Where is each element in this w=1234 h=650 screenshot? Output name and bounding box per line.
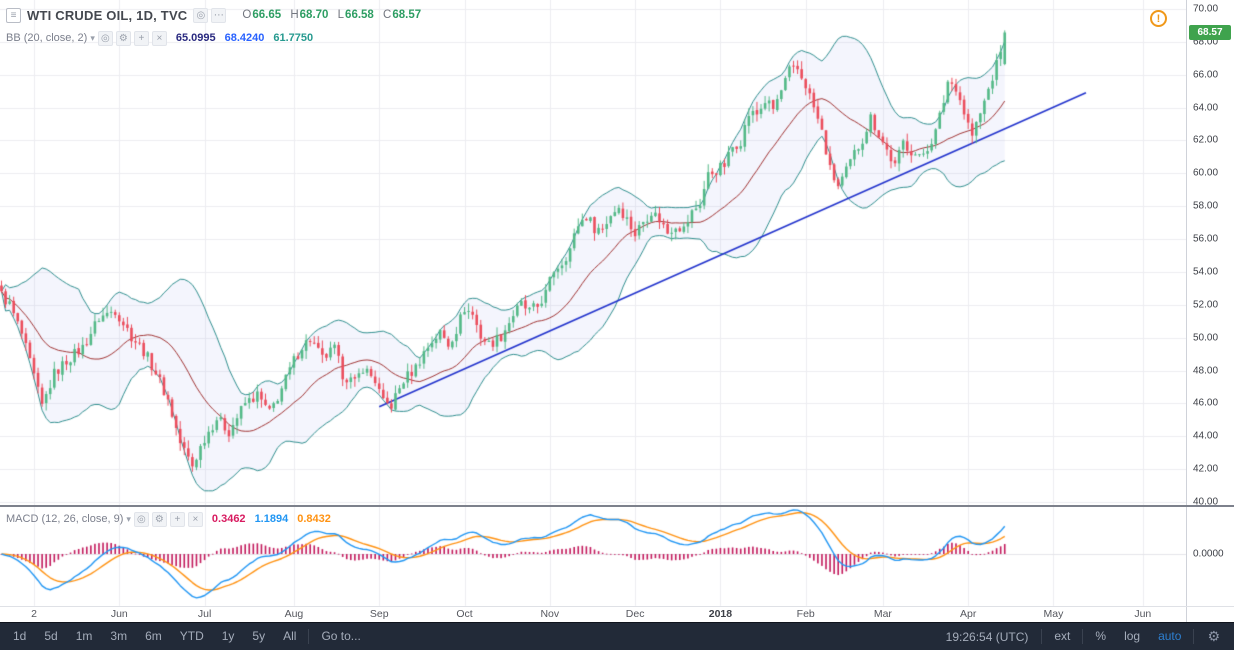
eye-icon[interactable]: ◎ bbox=[97, 30, 113, 46]
open-value: 66.65 bbox=[252, 9, 282, 21]
price-tick: 40.00 bbox=[1193, 496, 1219, 508]
time-tick: Aug bbox=[284, 608, 304, 620]
price-tick: 48.00 bbox=[1193, 365, 1219, 377]
price-tick: 46.00 bbox=[1193, 397, 1219, 409]
plus-icon[interactable]: + bbox=[133, 30, 149, 46]
plus-icon[interactable]: + bbox=[169, 511, 185, 527]
price-tick: 62.00 bbox=[1193, 134, 1219, 146]
macd-hist-value: 0.3462 bbox=[211, 513, 246, 525]
time-tick: Jun bbox=[1134, 608, 1152, 620]
time-tick: Sep bbox=[369, 608, 389, 620]
price-tick: 56.00 bbox=[1193, 233, 1219, 245]
range-button-ytd[interactable]: YTD bbox=[179, 629, 204, 643]
time-tick: Oct bbox=[456, 608, 473, 620]
time-tick: Feb bbox=[796, 608, 815, 620]
time-tick: Jun bbox=[110, 608, 128, 620]
more-options-icon[interactable]: ⋯ bbox=[211, 7, 227, 23]
range-button-1d[interactable]: 1d bbox=[13, 629, 27, 643]
range-button-6m[interactable]: 6m bbox=[145, 629, 162, 643]
toolbar-separator bbox=[1041, 629, 1043, 644]
pane-divider[interactable] bbox=[0, 505, 1234, 507]
time-tick: 2018 bbox=[708, 608, 733, 620]
symbol-header: ≡ WTI CRUDE OIL, 1D, TVC ◎ ⋯ O66.65 H68.… bbox=[6, 5, 421, 46]
price-tick: 42.00 bbox=[1193, 463, 1219, 475]
bb-basis-value: 65.0995 bbox=[175, 32, 216, 44]
price-tick: 68.00 bbox=[1193, 36, 1219, 48]
eye-icon[interactable]: ◎ bbox=[193, 7, 209, 23]
time-axis[interactable]: 2 Jun Jul Aug Sep Oct Nov Dec 2018 Feb Mar Apr May Ju… bbox=[0, 607, 1186, 622]
macd-line-value: 1.1894 bbox=[254, 513, 289, 525]
price-tick: 44.00 bbox=[1193, 430, 1219, 442]
clock[interactable]: 19:26:54 (UTC) bbox=[945, 629, 1029, 644]
macd-zero-tick: 0.0000 bbox=[1193, 548, 1224, 560]
percent-button[interactable]: % bbox=[1095, 629, 1107, 643]
axis-divider bbox=[0, 606, 1234, 607]
high-label: H bbox=[290, 9, 299, 21]
close-label: C bbox=[383, 9, 392, 21]
goto-button[interactable]: Go to... bbox=[321, 629, 361, 643]
range-buttons: 1d 5d 1m 3m 6m YTD 1y 5y All bbox=[4, 623, 305, 650]
low-label: L bbox=[337, 9, 345, 21]
bottom-toolbar: 1d 5d 1m 3m 6m YTD 1y 5y All Go to... 19:26:54 (… bbox=[0, 622, 1234, 650]
auto-button[interactable]: auto bbox=[1158, 629, 1182, 643]
symbol-title[interactable]: WTI CRUDE OIL, 1D, TVC bbox=[27, 7, 188, 23]
gear-icon[interactable]: ⚙ bbox=[115, 30, 131, 46]
high-value: 68.70 bbox=[299, 9, 329, 21]
ext-button[interactable]: ext bbox=[1054, 629, 1071, 643]
price-tick: 66.00 bbox=[1193, 69, 1219, 81]
ohlc-values: O66.65 H68.70 L66.58 C68.57 bbox=[236, 9, 421, 21]
log-button[interactable]: log bbox=[1124, 629, 1141, 643]
close-icon[interactable]: × bbox=[151, 30, 167, 46]
range-button-1m[interactable]: 1m bbox=[75, 629, 93, 643]
time-tick: Mar bbox=[873, 608, 892, 620]
gear-icon[interactable]: ⚙ bbox=[1207, 628, 1220, 644]
macd-header: MACD (12, 26, close, 9) ▾ ◎ ⚙ + × 0.3462… bbox=[6, 511, 331, 527]
toolbar-right: 19:26:54 (UTC) ext % log auto ⚙ bbox=[936, 623, 1230, 650]
chevron-down-icon[interactable]: ▾ bbox=[90, 32, 95, 43]
close-value: 68.57 bbox=[392, 9, 422, 21]
low-value: 66.58 bbox=[345, 9, 374, 21]
time-tick: 2 bbox=[31, 608, 37, 620]
toolbar-separator bbox=[1193, 629, 1195, 644]
range-button-1y[interactable]: 1y bbox=[221, 629, 235, 643]
time-tick: Dec bbox=[625, 608, 645, 620]
price-tick: 50.00 bbox=[1193, 332, 1219, 344]
price-tick: 70.00 bbox=[1193, 3, 1219, 15]
gear-icon[interactable]: ⚙ bbox=[151, 511, 167, 527]
range-button-5d[interactable]: 5d bbox=[44, 629, 58, 643]
eye-icon[interactable]: ◎ bbox=[133, 511, 149, 527]
last-price-tag: 68.57 bbox=[1189, 24, 1231, 40]
chevron-down-icon[interactable]: ▾ bbox=[126, 513, 131, 524]
price-tick: 58.00 bbox=[1193, 200, 1219, 212]
time-tick: May bbox=[1043, 608, 1064, 620]
alert-icon[interactable]: ! bbox=[1150, 10, 1167, 27]
bb-upper-value: 68.4240 bbox=[224, 32, 265, 44]
bb-lower-value: 61.7750 bbox=[273, 32, 314, 44]
bb-indicator-label[interactable]: BB (20, close, 2) bbox=[6, 32, 88, 44]
toolbar-separator bbox=[308, 629, 310, 644]
time-tick: Jul bbox=[197, 608, 212, 620]
price-axis[interactable]: 70.00 68.00 66.00 64.00 62.00 60.00 58.00 56.00… bbox=[1186, 0, 1234, 622]
toolbar-separator bbox=[1082, 629, 1084, 644]
close-icon[interactable]: × bbox=[187, 511, 203, 527]
range-button-all[interactable]: All bbox=[283, 629, 297, 643]
macd-indicator-label[interactable]: MACD (12, 26, close, 9) bbox=[6, 513, 124, 525]
time-tick: Nov bbox=[540, 608, 560, 620]
range-button-5y[interactable]: 5y bbox=[252, 629, 266, 643]
macd-signal-value: 0.8432 bbox=[297, 513, 331, 525]
time-tick: Apr bbox=[959, 608, 977, 620]
price-tick: 64.00 bbox=[1193, 102, 1219, 114]
price-tick: 60.00 bbox=[1193, 167, 1219, 179]
price-tick: 52.00 bbox=[1193, 299, 1219, 311]
open-label: O bbox=[242, 9, 252, 21]
collapse-pane-icon[interactable]: ≡ bbox=[6, 7, 21, 23]
range-button-3m[interactable]: 3m bbox=[110, 629, 128, 643]
price-tick: 54.00 bbox=[1193, 266, 1219, 278]
